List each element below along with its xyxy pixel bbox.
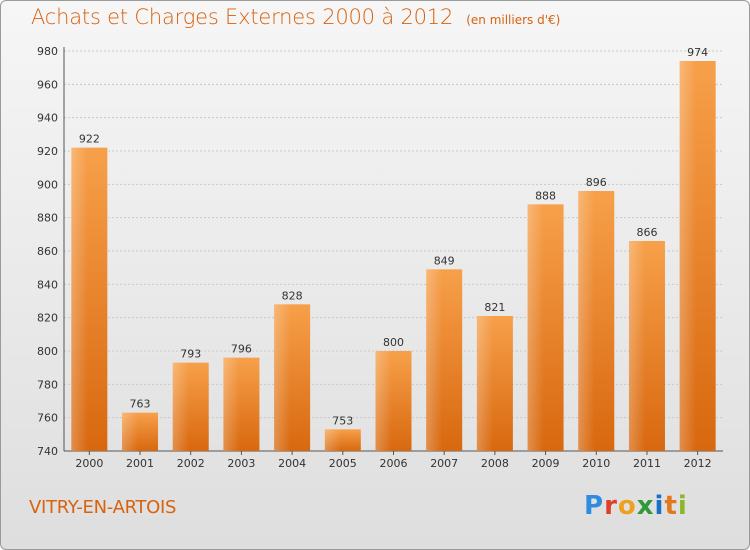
data-label: 896 bbox=[586, 176, 607, 189]
bar-highlight bbox=[628, 241, 646, 451]
data-label: 800 bbox=[383, 336, 404, 349]
bar-highlight bbox=[223, 357, 240, 451]
bar-layer bbox=[71, 61, 716, 451]
x-tick-label: 2011 bbox=[633, 457, 661, 470]
chart-subtitle: (en milliers d'€) bbox=[466, 13, 561, 27]
x-tick-label: 2002 bbox=[177, 457, 205, 470]
data-label: 763 bbox=[130, 398, 151, 411]
logo-letter: o bbox=[617, 491, 637, 521]
bar-highlight bbox=[71, 147, 88, 451]
bar-highlight bbox=[527, 204, 544, 451]
x-tick-label: 2006 bbox=[380, 457, 408, 470]
bar-highlight bbox=[426, 269, 443, 451]
x-tick-label: 2009 bbox=[532, 457, 560, 470]
data-label: 753 bbox=[332, 414, 353, 427]
y-tick-label: 840 bbox=[37, 278, 58, 291]
logo-letter: t bbox=[664, 491, 678, 521]
logo-letter: i bbox=[677, 491, 688, 521]
y-tick-label: 940 bbox=[37, 112, 58, 125]
data-label: 974 bbox=[687, 46, 708, 59]
data-label: 821 bbox=[484, 301, 505, 314]
chart-title: Achats et Charges Externes 2000 à 2012 bbox=[31, 5, 454, 29]
y-tick-label: 820 bbox=[37, 312, 58, 325]
y-tick-label: 900 bbox=[37, 178, 58, 191]
data-label: 828 bbox=[282, 289, 303, 302]
data-label: 849 bbox=[434, 254, 455, 267]
y-tick-label: 760 bbox=[37, 412, 58, 425]
x-tick-label: 2000 bbox=[75, 457, 103, 470]
data-label: 922 bbox=[79, 133, 100, 146]
x-tick-label: 2012 bbox=[684, 457, 712, 470]
y-tick-label: 740 bbox=[37, 445, 58, 458]
x-tick-label: 2003 bbox=[227, 457, 255, 470]
data-label: 888 bbox=[535, 189, 556, 202]
y-tick-label: 980 bbox=[37, 45, 58, 58]
bar-highlight bbox=[122, 412, 139, 451]
x-tick-label: 2004 bbox=[278, 457, 306, 470]
bar-highlight bbox=[476, 316, 494, 451]
y-tick-label: 920 bbox=[37, 145, 58, 158]
bar-highlight bbox=[679, 61, 696, 451]
bar-highlight bbox=[172, 362, 189, 451]
x-tick-label: 2008 bbox=[481, 457, 509, 470]
logo-letter: x bbox=[636, 491, 655, 521]
y-tick-label: 780 bbox=[37, 378, 58, 391]
x-tick-label: 2010 bbox=[582, 457, 610, 470]
x-tick-label: 2005 bbox=[329, 457, 357, 470]
data-label: 793 bbox=[180, 348, 201, 361]
x-tick-label: 2001 bbox=[126, 457, 154, 470]
bar-highlight bbox=[578, 191, 595, 451]
y-tick-label: 800 bbox=[37, 345, 58, 358]
logo-letter: r bbox=[604, 491, 618, 521]
proxiti-logo: Proxiti bbox=[584, 491, 688, 521]
x-tick-label: 2007 bbox=[430, 457, 458, 470]
y-tick-label: 880 bbox=[37, 212, 58, 225]
logo-letter: P bbox=[584, 491, 605, 521]
data-label: 866 bbox=[636, 226, 657, 239]
y-tick-label: 960 bbox=[37, 78, 58, 91]
data-label: 796 bbox=[231, 343, 252, 356]
title-row: Achats et Charges Externes 2000 à 2012 (… bbox=[31, 5, 560, 29]
logo-letter: i bbox=[654, 491, 665, 521]
bar-highlight bbox=[324, 429, 342, 451]
city-name: VITRY-EN-ARTOIS bbox=[29, 497, 177, 518]
label-layer: 922 763 793 796 828 753 800 849 821 888 896 866 974 bbox=[79, 46, 708, 427]
bar-highlight bbox=[375, 351, 392, 451]
bar-highlight bbox=[274, 304, 291, 451]
y-tick-label: 860 bbox=[37, 245, 58, 258]
